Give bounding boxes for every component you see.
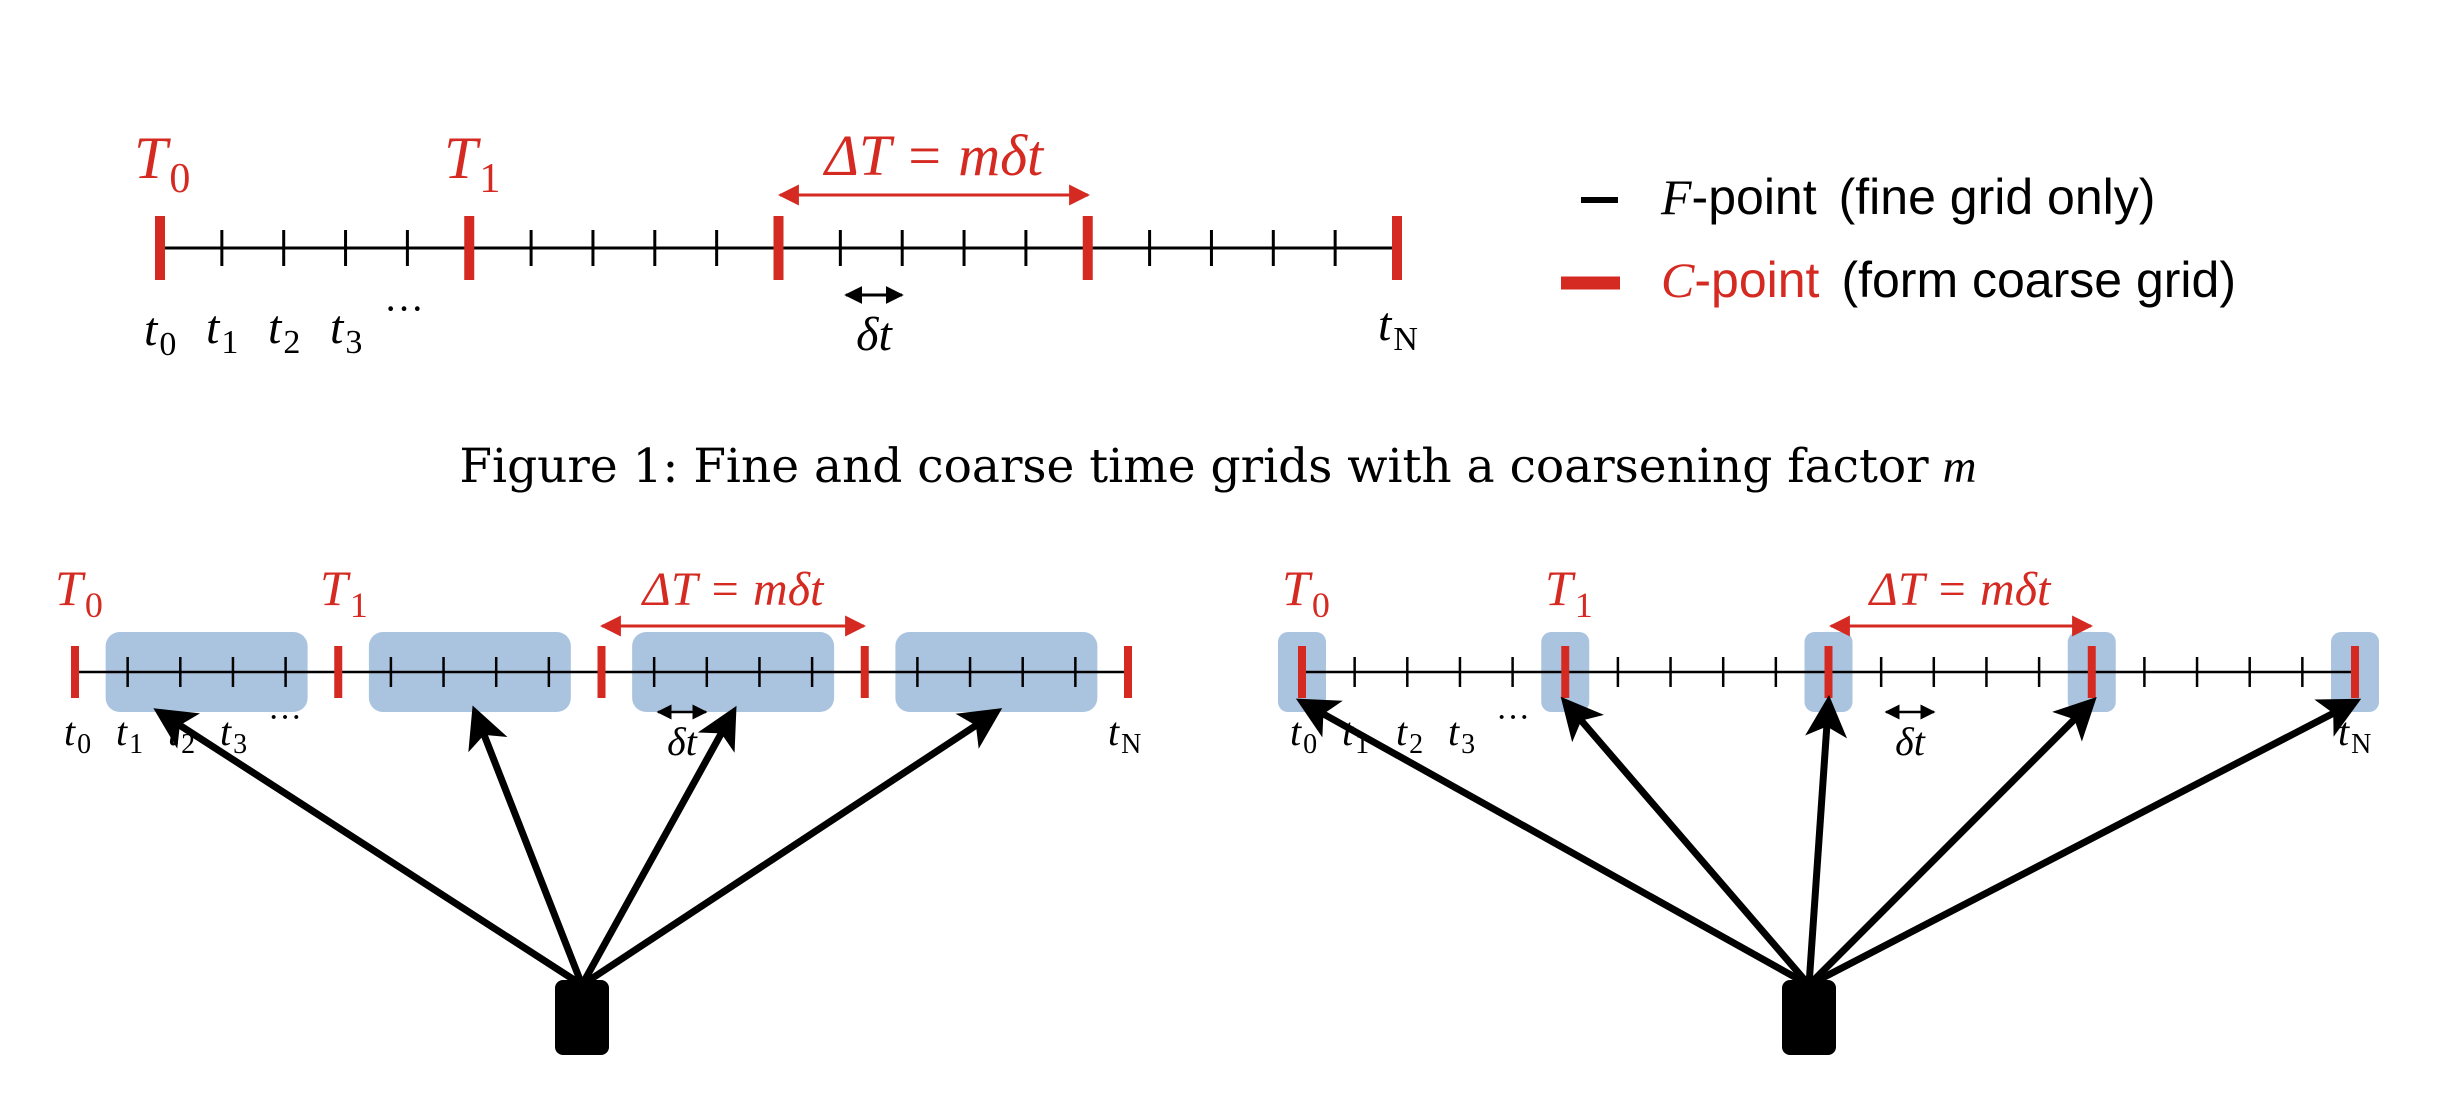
br-ellipsis: ··· bbox=[1496, 699, 1530, 736]
br-work-arrow bbox=[1295, 698, 1811, 989]
top-label-T0: T0 bbox=[134, 125, 190, 202]
bl-delta-T-label: ΔT = mδt bbox=[641, 563, 825, 616]
bottom-right-diagram: T0 T1 ΔT = mδt t0 t1 t2 t3 ··· tN δt bbox=[1278, 560, 2379, 1055]
br-delta-t-label: δt bbox=[1895, 719, 1926, 764]
bl-processor-block bbox=[555, 980, 609, 1055]
br-work-arrow bbox=[1807, 698, 2362, 989]
bl-label-T0: T0 bbox=[55, 560, 103, 625]
bl-work-arrow bbox=[580, 708, 1003, 988]
br-label-t3: t3 bbox=[1448, 709, 1475, 760]
bl-label-t0: t0 bbox=[64, 709, 91, 760]
bl-label-t1: t1 bbox=[116, 709, 143, 760]
br-label-T1: T1 bbox=[1545, 560, 1593, 625]
figure-caption: Figure 1: Fine and coarse time grids wit… bbox=[459, 439, 1976, 494]
bottom-left-diagram: T0 T1 ΔT = mδt t0 t1 t2 t3 ··· tN δt bbox=[55, 560, 1141, 1055]
bottom-left-arrows bbox=[153, 705, 1003, 988]
bl-work-arrow bbox=[578, 705, 737, 987]
br-label-tN: tN bbox=[2338, 709, 2371, 760]
br-label-t0: t0 bbox=[1290, 709, 1317, 760]
top-ellipsis: ··· bbox=[384, 286, 424, 331]
top-ticks bbox=[155, 216, 1402, 280]
br-label-T0: T0 bbox=[1282, 560, 1330, 625]
br-delta-T-label: ΔT = mδt bbox=[1868, 563, 2052, 616]
top-delta-T-label: ΔT = mδt bbox=[823, 123, 1045, 188]
top-label-tN: tN bbox=[1378, 298, 1418, 358]
bl-label-T1: T1 bbox=[320, 560, 368, 625]
legend: F-point (fine grid only) C-point (form coa… bbox=[1561, 169, 2236, 308]
bottom-right-arrows bbox=[1295, 695, 2362, 989]
bl-work-arrow bbox=[468, 705, 586, 987]
legend-f-point-text: F-point (fine grid only) bbox=[1660, 169, 2155, 225]
br-label-t2: t2 bbox=[1396, 709, 1423, 760]
br-processor-block bbox=[1782, 980, 1836, 1055]
br-work-arrow bbox=[1560, 696, 1812, 988]
top-label-t2: t2 bbox=[268, 301, 300, 361]
br-work-arrow bbox=[1805, 695, 1848, 986]
bl-ellipsis: ··· bbox=[268, 699, 302, 736]
top-label-t0: t0 bbox=[144, 303, 176, 363]
br-work-arrow bbox=[1806, 697, 2097, 988]
top-label-t3: t3 bbox=[330, 301, 362, 361]
legend-c-point-text: C-point (form coarse grid) bbox=[1661, 252, 2236, 308]
bl-label-t3: t3 bbox=[220, 709, 247, 760]
bottom-left-ticks bbox=[71, 646, 1132, 698]
top-label-t1: t1 bbox=[206, 301, 238, 361]
top-label-T1: T1 bbox=[444, 125, 500, 202]
bl-work-arrow bbox=[153, 708, 584, 988]
top-delta-t-label: δt bbox=[856, 308, 893, 361]
bottom-right-ticks bbox=[1298, 646, 2359, 698]
bl-delta-t-label: δt bbox=[667, 719, 698, 764]
bl-label-tN: tN bbox=[1108, 709, 1141, 760]
top-time-grid: T0 T1 ΔT = mδt t0 t1 t2 t3 ··· tN δt bbox=[134, 123, 1418, 363]
